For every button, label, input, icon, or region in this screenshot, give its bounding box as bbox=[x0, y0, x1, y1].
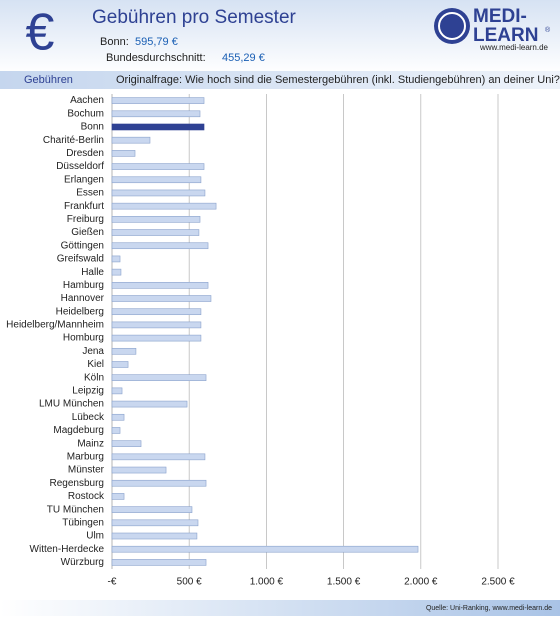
y-tick-label: Düsseldorf bbox=[56, 161, 104, 172]
bar bbox=[111, 413, 125, 421]
y-tick-label: Essen bbox=[76, 188, 104, 199]
y-tick-label: Witten-Herdecke bbox=[30, 544, 105, 555]
bar bbox=[111, 202, 217, 210]
subtitle: Originalfrage: Wie hoch sind die Semeste… bbox=[116, 74, 560, 86]
bar bbox=[111, 123, 205, 131]
bar bbox=[111, 321, 202, 329]
bar bbox=[111, 216, 201, 223]
y-tick-label: Rostock bbox=[68, 491, 105, 502]
y-tick-label: TU München bbox=[47, 504, 104, 515]
note-label: Bonn: bbox=[100, 36, 129, 48]
y-tick-label: Köln bbox=[84, 372, 104, 383]
bar bbox=[111, 334, 202, 342]
source: Quelle: Uni-Ranking, www.medi-learn.de bbox=[426, 605, 552, 612]
logo-url: www.medi-learn.de bbox=[479, 43, 549, 52]
y-tick-label: Jena bbox=[82, 346, 104, 357]
y-tick-label: LMU München bbox=[39, 399, 104, 410]
bar bbox=[111, 163, 205, 170]
bar bbox=[111, 150, 136, 157]
x-tick-label: 2.500 € bbox=[481, 577, 515, 588]
bar bbox=[111, 427, 121, 434]
bar bbox=[111, 229, 200, 236]
bar bbox=[111, 255, 121, 263]
x-tick-label: 2.000 € bbox=[404, 577, 438, 588]
x-tick-label: -€ bbox=[108, 577, 117, 588]
logo-mark: ® bbox=[545, 26, 551, 34]
y-tick-label: Kiel bbox=[87, 359, 104, 370]
y-tick-label: Regensburg bbox=[50, 478, 104, 489]
logo-ring bbox=[438, 12, 466, 40]
bar bbox=[111, 493, 125, 500]
question-band bbox=[0, 71, 560, 89]
y-tick-label: Erlangen bbox=[64, 174, 104, 185]
y-tick-label: Göttingen bbox=[61, 240, 104, 251]
y-tick-label: Marburg bbox=[67, 451, 104, 462]
y-tick-label: Würzburg bbox=[61, 557, 104, 568]
y-tick-label: Bochum bbox=[67, 108, 104, 119]
bar bbox=[111, 176, 202, 184]
x-tick-label: 1.000 € bbox=[250, 577, 284, 588]
bar bbox=[111, 519, 199, 527]
bar bbox=[111, 545, 419, 553]
note-value: 595,79 € bbox=[135, 36, 178, 48]
y-tick-label: Halle bbox=[81, 267, 104, 278]
bar bbox=[111, 110, 201, 118]
bar bbox=[111, 268, 122, 276]
y-tick-label: Freiburg bbox=[67, 214, 104, 225]
bar bbox=[111, 308, 202, 316]
y-tick-label: Homburg bbox=[63, 333, 104, 344]
bar bbox=[111, 559, 207, 566]
y-tick-label: Münster bbox=[68, 465, 105, 476]
bar bbox=[111, 506, 193, 513]
y-tick-label: Bonn bbox=[81, 122, 104, 133]
x-tick-label: 500 € bbox=[177, 577, 202, 588]
note-value: 455,29 € bbox=[222, 52, 265, 64]
y-tick-label: Gießen bbox=[71, 227, 104, 238]
bar bbox=[111, 361, 129, 368]
note-label: Bundesdurchschnitt: bbox=[106, 52, 206, 64]
bar bbox=[111, 453, 206, 461]
bar bbox=[111, 387, 123, 395]
bar bbox=[111, 466, 167, 474]
bar bbox=[111, 242, 209, 250]
y-tick-label: Heidelberg/Mannheim bbox=[6, 320, 104, 331]
bar bbox=[111, 374, 207, 381]
bar bbox=[111, 400, 188, 408]
bar bbox=[111, 440, 142, 447]
y-tick-label: Ulm bbox=[86, 531, 104, 542]
y-tick-label: Leipzig bbox=[72, 386, 104, 397]
y-tick-label: Frankfurt bbox=[64, 201, 104, 212]
axis-label: Gebühren bbox=[24, 74, 73, 86]
y-tick-label: Hamburg bbox=[63, 280, 104, 291]
logo-text: MEDI- bbox=[473, 6, 527, 27]
y-tick-label: Aachen bbox=[70, 95, 104, 106]
bar bbox=[111, 347, 137, 355]
y-tick-label: Lübeck bbox=[72, 412, 105, 423]
y-tick-label: Tübingen bbox=[62, 517, 104, 528]
bar bbox=[111, 295, 212, 302]
y-tick-label: Hannover bbox=[61, 293, 105, 304]
y-tick-label: Magdeburg bbox=[53, 425, 104, 436]
bar bbox=[111, 532, 198, 540]
bar bbox=[111, 136, 151, 144]
bar bbox=[111, 189, 206, 197]
y-tick-label: Mainz bbox=[77, 438, 104, 449]
y-tick-label: Heidelberg bbox=[56, 306, 104, 317]
euro-icon: € bbox=[26, 4, 55, 62]
chart-title: Gebühren pro Semester bbox=[92, 7, 297, 28]
x-tick-label: 1.500 € bbox=[327, 577, 361, 588]
bar bbox=[111, 97, 205, 104]
logo-text: LEARN bbox=[473, 25, 538, 46]
bar bbox=[111, 479, 207, 487]
bar bbox=[111, 282, 209, 289]
y-tick-label: Dresden bbox=[66, 148, 104, 159]
footer-band bbox=[0, 600, 560, 616]
y-tick-label: Charité-Berlin bbox=[43, 135, 104, 146]
y-tick-label: Greifswald bbox=[57, 254, 104, 265]
